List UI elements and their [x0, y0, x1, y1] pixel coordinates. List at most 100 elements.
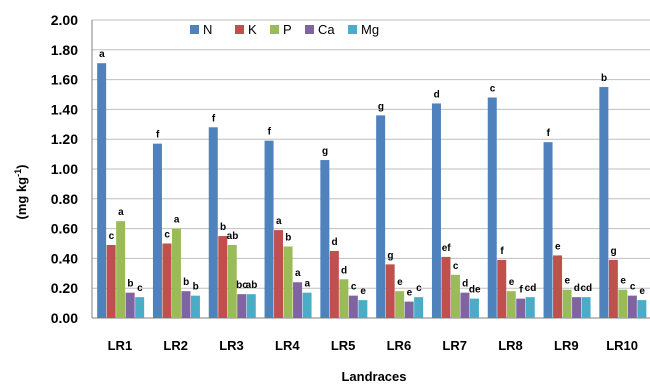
bar-label: c — [164, 230, 170, 241]
bar-k-lr1 — [106, 244, 116, 318]
bar-n-lr6 — [376, 115, 386, 318]
bar-ca-lr4 — [293, 282, 303, 318]
bar-label: f — [268, 127, 272, 138]
bar-label: bc — [236, 280, 248, 291]
bar-mg-lr9 — [581, 297, 591, 318]
bar-label: b — [183, 277, 189, 288]
x-tick-label: LR7 — [442, 338, 467, 353]
bar-label: ef — [442, 243, 452, 254]
bar-ca-lr3 — [237, 294, 247, 318]
bar-label: c — [351, 282, 357, 293]
bar-label: c — [490, 83, 496, 94]
bar-label: e — [555, 241, 561, 252]
x-tick-labels: LR1 LR2 LR3 LR4 LR5 LR6 LR7 LR8 LR9 LR10 — [108, 338, 638, 353]
bar-label: d — [574, 283, 580, 294]
bar-label: e — [620, 276, 626, 287]
bar-label: b — [193, 282, 199, 293]
y-tick-label: 0.80 — [51, 191, 78, 207]
bar-label: e — [639, 286, 645, 297]
y-tick-label: 2.00 — [51, 12, 78, 28]
legend-label: Ca — [318, 22, 335, 37]
x-tick-label: LR2 — [163, 338, 188, 353]
bar-mg-lr2 — [190, 295, 200, 318]
bar-mg-lr10 — [637, 300, 647, 318]
bar-label: c — [453, 261, 459, 272]
bar-k-lr10 — [608, 259, 618, 318]
bar-n-lr9 — [543, 142, 553, 318]
legend: N K P Ca Mg — [190, 22, 379, 37]
y-tick-label: 0.40 — [51, 250, 78, 266]
bar-ca-lr2 — [181, 291, 191, 318]
bar-n-lr5 — [320, 160, 330, 318]
legend-label: P — [283, 22, 292, 37]
bar-label: d — [434, 89, 440, 100]
y-tick-label: 1.60 — [51, 72, 78, 88]
bar-k-lr2 — [162, 243, 172, 318]
y-tick-label: 0.60 — [51, 221, 78, 237]
bar-label: e — [397, 277, 403, 288]
legend-swatch-k — [235, 25, 244, 34]
y-tick-label: 1.80 — [51, 42, 78, 58]
bar-label: a — [295, 268, 301, 279]
x-tick-label: LR8 — [498, 338, 523, 353]
bar-n-lr8 — [487, 97, 497, 318]
bar-k-lr4 — [274, 230, 284, 318]
legend-swatch-ca — [305, 25, 314, 34]
bar-p-lr8 — [506, 291, 516, 318]
legend-swatch-mg — [348, 25, 357, 34]
bar-label: cd — [580, 283, 592, 294]
bar-k-lr8 — [497, 259, 507, 318]
gridlines — [92, 19, 650, 289]
x-axis-title: Landraces — [341, 369, 406, 384]
legend-label: K — [248, 22, 257, 37]
bar-p-lr1 — [116, 221, 126, 318]
bar-p-lr9 — [562, 289, 572, 318]
bar-label: a — [276, 216, 282, 227]
y-tick-label: 0.00 — [51, 310, 78, 326]
x-tick-label: LR5 — [331, 338, 356, 353]
y-axis-title-main: (mg kg — [14, 177, 29, 220]
bar-label: g — [378, 101, 384, 112]
bar-mg-lr7 — [469, 298, 479, 318]
bar-n-lr2 — [152, 143, 162, 318]
bar-label: g — [611, 246, 617, 257]
x-tick-label: LR6 — [387, 338, 412, 353]
x-tick-label: LR4 — [275, 338, 300, 353]
bar-k-lr5 — [329, 250, 339, 318]
bar-n-lr3 — [208, 127, 218, 318]
bar-n-lr4 — [264, 140, 274, 318]
x-tick-label: LR10 — [606, 338, 638, 353]
bar-mg-lr1 — [135, 297, 145, 318]
bar-p-lr3 — [227, 244, 237, 318]
bar-ca-lr1 — [125, 292, 135, 318]
bar-p-lr7 — [450, 274, 460, 318]
bar-label: f — [212, 113, 216, 124]
y-tick-label: 1.40 — [51, 101, 78, 117]
bar-k-lr7 — [441, 256, 451, 318]
bar-label: c — [137, 283, 143, 294]
bar-label: g — [387, 250, 393, 261]
y-axis-title: (mg kg-1) — [13, 165, 29, 220]
bar-n-lr1 — [97, 63, 107, 319]
bar-mg-lr4 — [302, 292, 312, 318]
bar-ca-lr8 — [516, 298, 526, 318]
bar-ca-lr10 — [627, 295, 637, 318]
bar-ca-lr9 — [572, 297, 582, 318]
bar-k-lr3 — [218, 236, 228, 318]
legend-label: N — [203, 22, 212, 37]
bar-p-lr5 — [339, 279, 349, 318]
bar-label: f — [519, 285, 523, 296]
bar-label: e — [509, 277, 515, 288]
bar-label: b — [285, 232, 291, 243]
bar-label: a — [118, 207, 124, 218]
bar-label: cd — [525, 283, 537, 294]
legend-label: Mg — [361, 22, 379, 37]
bar-label: d — [332, 237, 338, 248]
y-tick-label: 0.20 — [51, 280, 78, 296]
bar-label: a — [174, 215, 180, 226]
bar-ca-lr7 — [460, 292, 470, 318]
bar-label: de — [469, 285, 481, 296]
bar-label: c — [109, 231, 115, 242]
bar-p-lr10 — [618, 289, 628, 318]
